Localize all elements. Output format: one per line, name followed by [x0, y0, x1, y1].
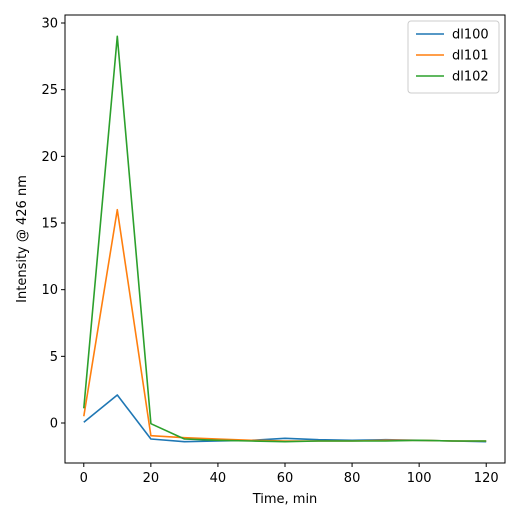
x-tick-label: 80: [344, 471, 361, 486]
legend-box: [407, 20, 500, 94]
legend-label-dl100: dl100: [452, 28, 489, 43]
y-tick-label: 5: [50, 350, 58, 365]
x-tick-label: 20: [143, 471, 160, 486]
y-tick-label: 25: [41, 83, 58, 98]
x-axis-label: Time, min: [252, 492, 318, 507]
x-tick-label: 40: [210, 471, 227, 486]
legend: dl100 dl101 dl102: [407, 20, 500, 94]
y-axis-label: Intensity @ 426 nm: [15, 175, 30, 303]
x-tick-label: 60: [277, 471, 294, 486]
series-layer: [83, 35, 487, 443]
x-axis: 0 20 40 60 80 100 120: [80, 463, 499, 486]
y-tick-label: 15: [41, 217, 58, 232]
y-tick-label: 20: [41, 150, 58, 165]
legend-label-dl102: dl102: [452, 70, 489, 85]
x-tick-label: 0: [80, 471, 88, 486]
y-tick-label: 30: [41, 17, 58, 32]
x-tick-label: 120: [474, 471, 499, 486]
y-tick-label: 10: [41, 283, 58, 298]
y-tick-label: 0: [50, 417, 58, 432]
series-line-dl102: [83, 35, 487, 443]
legend-label-dl101: dl101: [452, 49, 489, 64]
x-tick-label: 100: [407, 471, 432, 486]
y-axis: 0 5 10 15 20 25 30: [41, 17, 65, 432]
